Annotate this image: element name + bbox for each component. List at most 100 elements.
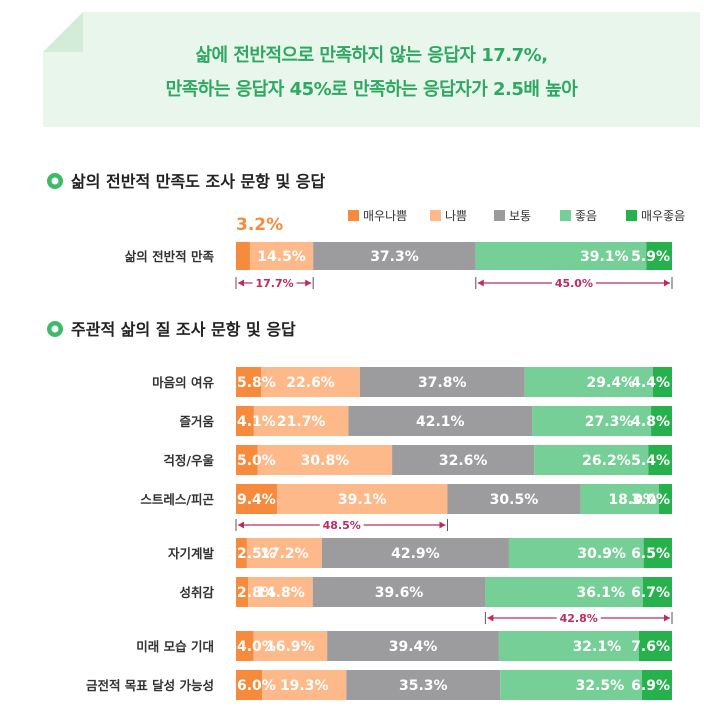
data-label-very-good-1-0: 5.9% (631, 249, 670, 265)
bar-very-bad-2-5 (236, 577, 249, 607)
bar-very-bad-2-3 (236, 484, 277, 514)
bar-very-good-1-0 (646, 242, 672, 270)
bar-good-2-2 (534, 445, 649, 475)
data-label-neutral-2-2: 32.6% (439, 453, 488, 469)
data-label-very-bad-2-1: 4.1% (237, 414, 276, 430)
row-label-2-6: 미래 모습 기대 (136, 639, 214, 654)
bar-neutral-1-0 (313, 242, 476, 270)
bracket-2-0-arrow-left (238, 521, 244, 529)
bar-bad-2-2 (257, 445, 393, 475)
section-bullet-dot-2 (51, 325, 59, 333)
data-label-neutral-2-1: 42.1% (416, 414, 465, 430)
data-label-good-2-0: 29.4% (587, 375, 636, 391)
bar-very-good-2-5 (642, 577, 672, 607)
legend-label-bad: 나쁨 (445, 209, 467, 223)
banner-line-2: 만족하는 응답자 45%로 만족하는 응답자가 2.5배 높아 (165, 79, 578, 100)
bar-very-good-2-6 (638, 631, 672, 661)
row-label-2-2: 걱정/우울 (163, 453, 214, 468)
data-label-good-2-4: 30.9% (577, 546, 626, 562)
data-label-very-good-2-1: 4.8% (631, 414, 670, 430)
legend-swatch-bad (430, 210, 441, 221)
data-label-good-2-5: 36.1% (576, 585, 625, 601)
bar-bad-2-5 (248, 577, 313, 607)
bar-very-good-2-4 (643, 538, 672, 568)
bar-good-2-3 (580, 484, 659, 514)
data-label-neutral-2-7: 35.3% (399, 678, 448, 694)
data-label-very-good-2-6: 7.6% (631, 639, 670, 655)
row-label-2-4: 자기계발 (168, 546, 215, 561)
bar-good-2-5 (485, 577, 643, 607)
data-label-neutral-2-5: 39.6% (375, 585, 424, 601)
data-label-bad-1-0: 14.5% (257, 249, 306, 265)
data-label-good-2-2: 26.2% (582, 453, 631, 469)
data-label-very-good-2-2: 5.4% (631, 453, 670, 469)
bar-neutral-2-1 (348, 406, 533, 436)
bar-very-bad-2-0 (236, 367, 262, 397)
bar-good-1-0 (475, 242, 647, 270)
data-label-very-good-2-4: 6.5% (631, 546, 670, 562)
data-label-very-bad-2-5: 2.8% (237, 585, 276, 601)
bracket-1-1-label: 45.0% (555, 277, 593, 290)
bar-neutral-2-5 (312, 577, 486, 607)
bar-very-bad-1-0 (236, 242, 250, 270)
bar-very-bad-2-2 (236, 445, 258, 475)
data-label-very-bad-2-2: 5.0% (237, 453, 276, 469)
bar-good-2-6 (498, 631, 639, 661)
bar-very-good-2-3 (658, 484, 672, 514)
row-label-2-7: 금전적 목표 달성 가능성 (86, 678, 214, 693)
data-label-good-2-1: 27.3% (585, 414, 634, 430)
bar-bad-2-6 (253, 631, 328, 661)
data-label-good-1-0: 39.1% (580, 249, 629, 265)
bar-neutral-2-3 (447, 484, 581, 514)
bar-bad-2-3 (276, 484, 448, 514)
data-label-bad-2-3: 39.1% (338, 492, 387, 508)
banner-line-1: 삶에 전반적으로 만족하지 않는 응답자 17.7%, (195, 45, 548, 66)
bracket-2-0-label: 48.5% (323, 519, 361, 532)
data-label-very-good-2-7: 6.9% (631, 678, 670, 694)
data-label-very-good-2-0: 4.4% (631, 375, 670, 391)
bar-neutral-2-0 (359, 367, 525, 397)
bar-very-good-2-1 (651, 406, 672, 436)
data-label-good-2-3: 18.0% (608, 492, 657, 508)
data-label-very-bad-2-6: 4.0% (237, 639, 276, 655)
bar-neutral-2-6 (327, 631, 499, 661)
legend-swatch-very-good (626, 210, 637, 221)
data-label-neutral-1-0: 37.3% (370, 249, 419, 265)
bracket-2-1-arrow-right (664, 614, 670, 622)
legend-swatch-very-bad (348, 210, 359, 221)
bracket-1-1-arrow-right (664, 279, 670, 287)
bracket-1-1-arrow-left (477, 279, 484, 287)
bar-bad-2-0 (261, 367, 360, 397)
legend-swatch-neutral (494, 210, 505, 221)
bracket-1-0-arrow-right (305, 279, 312, 287)
bracket-2-0-arrow-right (439, 521, 446, 529)
data-label-good-2-7: 32.5% (576, 678, 625, 694)
data-label-very-bad-2-7: 6.0% (237, 678, 276, 694)
data-label-bad-2-5: 14.8% (256, 585, 305, 601)
data-label-very-good-2-5: 6.7% (631, 585, 670, 601)
data-label-bad-2-4: 17.2% (260, 546, 309, 562)
legend-label-very-good: 매우좋음 (641, 209, 685, 223)
bar-bad-2-7 (262, 670, 347, 700)
legend-label-good: 좋음 (575, 209, 597, 223)
bar-good-2-0 (524, 367, 653, 397)
banner-background (43, 12, 700, 127)
bar-very-good-2-0 (652, 367, 672, 397)
bar-bad-2-4 (246, 538, 322, 568)
data-label-very-bad-2-4: 2.5% (237, 546, 276, 562)
row-label-2-1: 즐거움 (179, 414, 214, 429)
data-label-bad-2-6: 16.9% (266, 639, 315, 655)
bar-very-good-2-7 (641, 670, 672, 700)
bar-very-bad-2-4 (236, 538, 247, 568)
section-title-2: 주관적 삶의 질 조사 문항 및 응답 (71, 320, 296, 339)
bar-neutral-2-2 (392, 445, 535, 475)
bar-very-bad-2-1 (236, 406, 254, 436)
data-label-very-bad-2-0: 5.8% (237, 375, 276, 391)
data-label-very-bad-1-0: 3.2% (236, 215, 283, 235)
legend-swatch-good (560, 210, 571, 221)
bar-neutral-2-7 (346, 670, 501, 700)
section-bullet-dot-1 (51, 177, 59, 185)
data-label-bad-2-7: 19.3% (280, 678, 329, 694)
data-label-good-2-6: 32.1% (573, 639, 622, 655)
